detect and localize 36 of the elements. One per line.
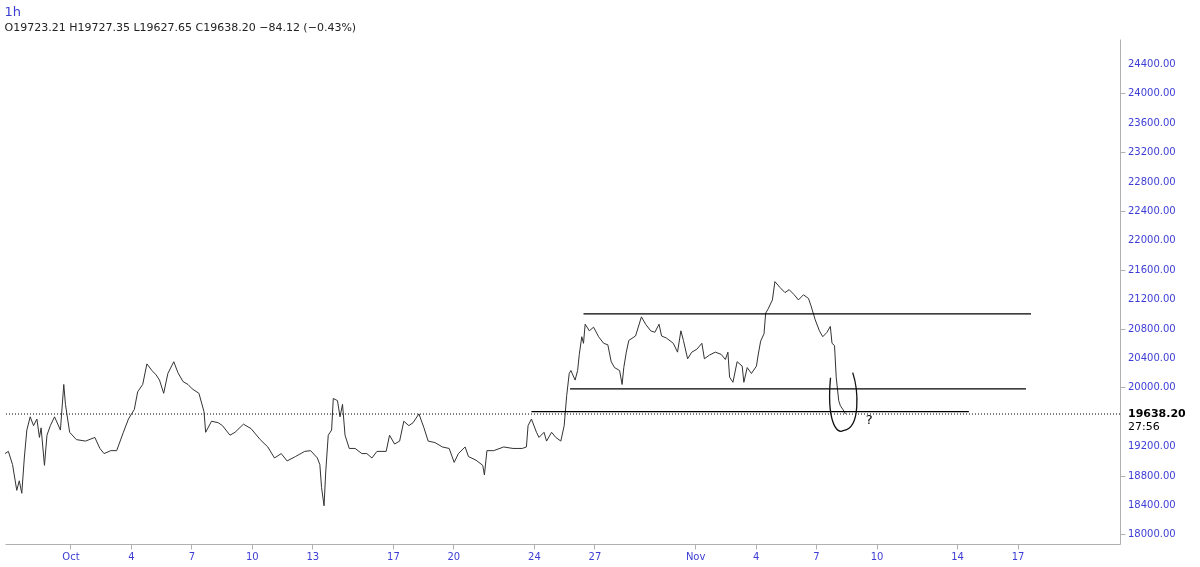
chart-title: 1h (4, 4, 22, 19)
x-tick-label: 14 (951, 550, 964, 562)
x-tick-label: 20 (447, 550, 461, 562)
x-tick-label: 13 (306, 550, 320, 562)
y-tick-label: 22800.00 (1128, 175, 1176, 187)
y-tick-label: 24400.00 (1128, 57, 1176, 69)
x-tick-label: 4 (752, 550, 760, 562)
y-tick-label: 20800.00 (1128, 322, 1176, 334)
x-tick-label: 7 (813, 550, 820, 562)
y-tick-label: 18800.00 (1128, 469, 1176, 481)
x-tick-label: Nov (685, 550, 706, 562)
y-tick-label: 20400.00 (1128, 352, 1176, 364)
x-tick-label: 27 (588, 550, 602, 562)
x-tick-label: 17 (387, 550, 400, 562)
x-tick-label: 10 (245, 550, 259, 562)
y-tick-label: 24000.00 (1128, 87, 1176, 99)
x-tick-label: 4 (128, 550, 135, 562)
y-tick-label: 22000.00 (1128, 234, 1176, 246)
y-tick-label: 21600.00 (1128, 263, 1176, 275)
y-tick-label: 23200.00 (1128, 146, 1176, 158)
x-tick-label: Oct (62, 550, 80, 562)
x-tick-label: 10 (870, 550, 884, 562)
y-tick-label: 19200.00 (1128, 440, 1176, 452)
y-tick-label: 20000.00 (1128, 381, 1176, 393)
y-tick-label: 22400.00 (1128, 205, 1176, 217)
chart-subtitle: O19723.21 H19727.35 L19627.65 C19638.20 −84.12 (−0.43%) (4, 21, 357, 34)
annotation: ? (865, 412, 873, 428)
y-tick-label: 21200.00 (1128, 293, 1176, 305)
x-tick-label: 7 (188, 550, 196, 562)
x-tick-label: 24 (528, 550, 541, 562)
x-tick-label: 17 (1011, 550, 1025, 562)
y-tick-label: 18400.00 (1128, 499, 1176, 511)
y-tick-label: 23600.00 (1128, 116, 1176, 128)
text: 27:56 (1128, 420, 1160, 434)
ref-line-label: 19638.20 (1128, 407, 1187, 421)
y-tick-label: 18000.00 (1128, 528, 1176, 540)
